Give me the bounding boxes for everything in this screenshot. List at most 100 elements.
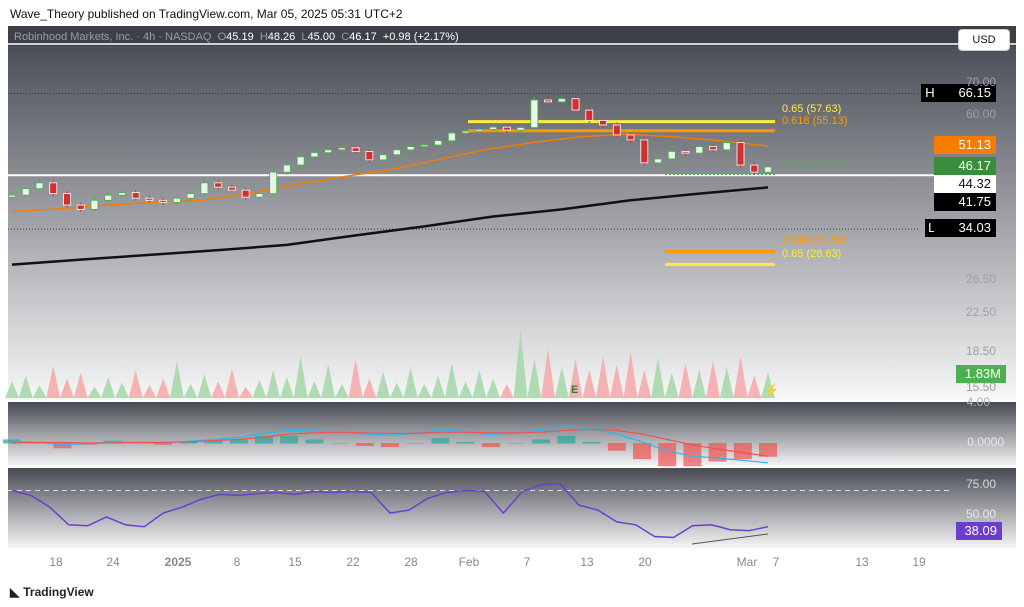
candle-body: [324, 149, 333, 154]
publish-info: Wave_Theory published on TradingView.com…: [10, 7, 403, 21]
candle-body: [502, 126, 511, 131]
macd-histogram-bar: [355, 443, 374, 446]
candle-body: [722, 142, 731, 151]
volume-bar: [266, 370, 281, 398]
candle-body: [145, 197, 154, 201]
volume-bar: [5, 381, 19, 398]
macd-histogram-bar: [204, 440, 223, 444]
macd-histogram-bar: [658, 443, 677, 467]
candle-body: [379, 154, 388, 161]
macd-histogram-bar: [28, 443, 47, 444]
candle-body: [296, 156, 305, 166]
candle-body: [695, 146, 704, 154]
legend-bar: [8, 26, 1016, 46]
volume-bar: [706, 360, 721, 398]
time-tick: 2025: [165, 555, 192, 569]
fib-label: 0.65 (57.63): [782, 103, 841, 115]
candle-body: [392, 149, 401, 156]
close-label: C: [341, 31, 350, 43]
volume-bar: [362, 378, 377, 398]
macd-histogram-bar: [406, 443, 425, 444]
volume-bar: [596, 356, 611, 398]
rsi-tick: 50.00: [966, 507, 996, 521]
volume-bar: [719, 367, 734, 398]
candle-body: [228, 186, 236, 191]
volume-bar: [238, 386, 253, 398]
last-price-box: [934, 157, 996, 175]
volume-bar: [527, 358, 542, 398]
volume-bar: [183, 384, 198, 398]
macd-histogram-bar: [733, 443, 752, 460]
macd-histogram-bar: [330, 443, 349, 444]
volume-bar: [224, 368, 239, 398]
macd-histogram-bar: [582, 441, 601, 444]
fib-label: 0.618 (55.13): [782, 115, 847, 127]
candle-body: [21, 188, 30, 196]
candle-body: [640, 139, 649, 164]
volume-bar: [692, 370, 707, 398]
candle-body: [35, 182, 44, 190]
volume-bar: [59, 378, 74, 398]
time-tick: 24: [106, 555, 120, 569]
candle-body: [200, 182, 209, 195]
candle-body: [557, 98, 566, 103]
candle-body: [159, 199, 168, 203]
time-tick: Feb: [459, 555, 480, 569]
volume-bar: [334, 384, 349, 398]
currency-button[interactable]: USD: [958, 29, 1010, 51]
candle-body: [764, 166, 772, 173]
macd-tick: 0.0000: [967, 435, 1004, 449]
candle-body: [736, 142, 745, 166]
candle-body: [118, 192, 126, 196]
volume-bar: [279, 377, 294, 398]
candle-body: [90, 199, 99, 210]
macd-histogram-bar: [305, 439, 324, 444]
time-tick: 20: [638, 555, 652, 569]
candle-body: [489, 126, 497, 130]
tradingview-logo[interactable]: ◣ TradingView: [10, 585, 94, 599]
fib-label: 0.382 (44.48): [782, 158, 847, 170]
macd-histogram-bar: [229, 439, 248, 444]
macd-pane[interactable]: [8, 402, 1016, 466]
candle-body: [8, 194, 16, 198]
candle-body: [104, 194, 113, 201]
volume-bar: [458, 381, 473, 398]
macd-histogram-bar: [759, 443, 777, 457]
candle-body: [475, 128, 484, 132]
open-label: O: [217, 31, 227, 43]
ema50-line: [11, 133, 769, 213]
volume-bar: [431, 375, 446, 398]
macd-histogram-bar: [708, 443, 727, 462]
volume-bar: [568, 358, 583, 398]
candle-body: [283, 164, 291, 173]
candle-body: [599, 119, 607, 126]
dividend-icon: ⚡: [764, 383, 779, 397]
close-value: 46.17: [349, 31, 377, 43]
volume-bar: [128, 370, 143, 398]
rsi-pane[interactable]: [8, 468, 1016, 548]
candle-body: [447, 132, 456, 142]
open-value: 45.19: [226, 31, 254, 43]
time-tick: 28: [404, 555, 418, 569]
ema200-value: 41.75: [958, 194, 991, 209]
volume-bar: [541, 349, 556, 398]
candle-body: [434, 140, 443, 146]
macd-histogram-bar: [507, 443, 525, 444]
signal-line: [11, 428, 769, 457]
volume-bar: [637, 370, 652, 398]
symbol-legend: Robinhood Markets, Inc. · 4h · NASDAQ O4…: [14, 31, 459, 43]
volume-bar: [403, 367, 418, 398]
candle-body: [612, 124, 621, 136]
macd-histogram-bar: [255, 435, 273, 444]
candle-body: [255, 193, 264, 198]
ema200-value-box: [934, 193, 996, 211]
macd-histogram-bar: [381, 443, 399, 448]
candle-body: [269, 171, 278, 195]
high-label: H: [259, 31, 268, 43]
candle-body: [571, 98, 580, 111]
time-tick: 8: [234, 555, 241, 569]
main-pane[interactable]: [8, 46, 1016, 400]
rsi-value: 38.09: [964, 523, 997, 538]
volume-bar: [733, 356, 748, 398]
